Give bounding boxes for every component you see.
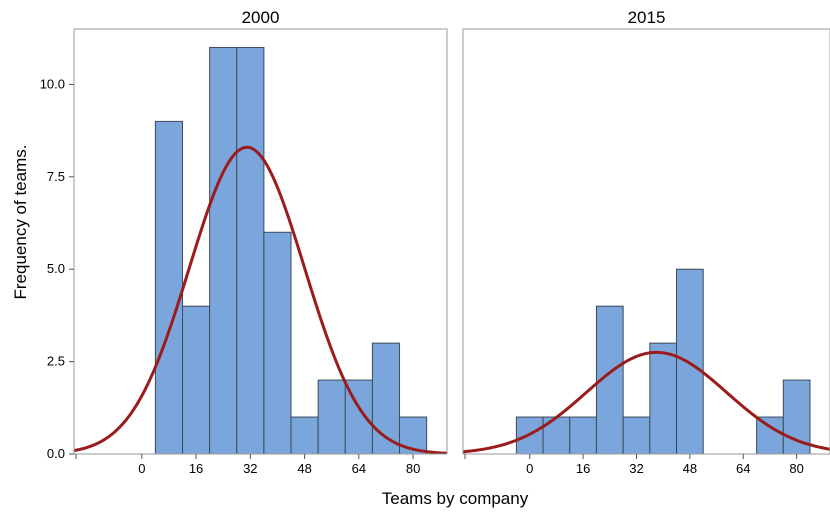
panel-2000: 2000 0 16 32 48 64 80 0.0 2.5 5.0 7.5 10.0: [40, 8, 448, 476]
x-tick-label: 80: [789, 461, 803, 476]
histogram-bar: [182, 305, 211, 455]
histogram-bar: [569, 416, 597, 455]
y-tick-label: 7.5: [47, 169, 65, 184]
histogram-bar: [209, 46, 238, 455]
panel-frame: [462, 28, 830, 455]
panel-2015: 2015 0 16 32 48 64 80: [462, 8, 830, 476]
panel-frame: [73, 28, 448, 455]
x-tick-label: 64: [352, 461, 366, 476]
histogram-bar: [263, 231, 292, 455]
x-axis-label: Teams by company: [382, 489, 529, 508]
histogram-bar: [236, 46, 265, 455]
y-tick-label: 5.0: [47, 261, 65, 276]
panel-title: 2015: [628, 8, 666, 27]
x-tick-label: 32: [629, 461, 643, 476]
histogram-bar: [290, 416, 319, 455]
panels-group: 2000 0 16 32 48 64 80 0.0 2.5 5.0 7.5 10.0 2015 0 16 32…: [40, 8, 830, 476]
histogram-bar: [154, 120, 184, 455]
x-tick-label: 16: [189, 461, 203, 476]
x-tick-label: 64: [736, 461, 750, 476]
y-tick-label: 10.0: [40, 76, 65, 91]
x-tick-label: 0: [138, 461, 145, 476]
x-tick-label: 48: [297, 461, 311, 476]
x-tick-label: 48: [683, 461, 697, 476]
histogram-bar: [649, 342, 678, 455]
x-tick-label: 32: [243, 461, 257, 476]
x-tick-label: 80: [406, 461, 420, 476]
x-tick-label: 16: [576, 461, 590, 476]
y-axis-label: Frequency of teams.: [11, 145, 30, 300]
histogram-bar: [622, 416, 651, 455]
histogram-bar: [756, 416, 784, 455]
normal-curve: [463, 350, 830, 454]
y-tick-label: 0.0: [47, 446, 65, 461]
histogram-bar: [317, 379, 346, 455]
normal-curve: [74, 145, 447, 454]
y-tick-label: 2.5: [47, 354, 65, 369]
x-tick-label: 0: [526, 461, 533, 476]
panel-title: 2000: [242, 8, 280, 27]
